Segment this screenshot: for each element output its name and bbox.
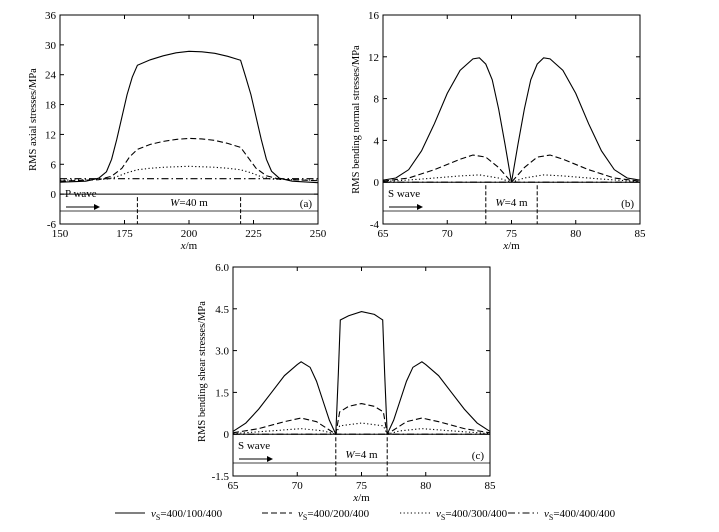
x-tick-label: 150 xyxy=(52,228,69,240)
x-tick-label: 225 xyxy=(245,228,262,240)
y-tick-label: 3.0 xyxy=(215,346,229,358)
width-label: W=4 m xyxy=(495,197,528,209)
y-tick-label: 1.5 xyxy=(215,387,229,399)
panel-label: (c) xyxy=(472,450,485,462)
legend-entry-label: vS=400/300/400 xyxy=(436,508,508,522)
legend-subscript: S xyxy=(549,513,553,522)
y-tick-label: 12 xyxy=(368,52,379,64)
legend-label-text: =400/100/400 xyxy=(160,508,222,520)
width-label-var: W xyxy=(495,197,505,209)
y-tick-label: 6 xyxy=(51,159,57,171)
plot-frame xyxy=(382,14,641,225)
x-axis-label: x/m xyxy=(502,240,520,252)
x-tick-label: 85 xyxy=(485,480,497,492)
legend-symbol: v xyxy=(298,508,303,520)
y-tick-label: 0 xyxy=(224,429,230,441)
y-axis-label: RMS bending normal stresses/MPa xyxy=(351,45,362,194)
y-tick-label: 18 xyxy=(45,100,57,112)
legend-symbol: v xyxy=(436,508,441,520)
series-line-solid xyxy=(59,50,319,184)
x-axis-label-unit: /m xyxy=(358,492,370,504)
panel-label: (a) xyxy=(300,198,313,210)
y-tick-label: 16 xyxy=(368,10,380,22)
plot-frame xyxy=(232,266,491,477)
x-axis-label: x/m xyxy=(180,240,198,252)
series-line-dotted xyxy=(382,174,641,183)
y-axis-label: RMS axial stresses/MPa xyxy=(28,68,39,171)
legend-subscript: S xyxy=(303,513,307,522)
panel-label: (b) xyxy=(621,198,634,210)
y-tick-label: 4 xyxy=(374,135,380,147)
x-tick-label: 75 xyxy=(506,228,518,240)
x-axis-label-unit: /m xyxy=(186,240,198,252)
y-tick-label: 6.0 xyxy=(215,262,229,274)
x-tick-label: 80 xyxy=(570,228,582,240)
arrow-head-icon xyxy=(94,204,100,210)
chart-panel-a: 150 175 200 225 250 -6 0 6 12 18 24 30 36 RMS axial s… xyxy=(28,10,327,252)
width-label-rest: =4 m xyxy=(505,197,528,209)
series-line-dashed xyxy=(232,402,491,436)
y-tick-label: 12 xyxy=(45,129,56,141)
series-line-solid xyxy=(232,311,491,435)
width-label-rest: =40 m xyxy=(179,197,208,209)
chart-panel-c: 65 70 75 80 85 -1.5 0 1.5 3.0 4.5 6.0 RMS bending s… xyxy=(197,262,496,504)
width-label-rest: =4 m xyxy=(355,449,378,461)
legend-entry-label: vS=400/200/400 xyxy=(298,508,370,522)
legend-entry-label: vS=400/100/400 xyxy=(151,508,223,522)
x-axis-label-var: x xyxy=(502,240,508,252)
x-tick-label: 200 xyxy=(181,228,198,240)
x-tick-label: 250 xyxy=(310,228,327,240)
x-axis-label-var: x xyxy=(352,492,358,504)
x-axis-label: x/m xyxy=(352,492,370,504)
legend-entry-label: vS=400/400/400 xyxy=(544,508,616,522)
y-tick-label: 8 xyxy=(374,94,380,106)
wave-label: P wave xyxy=(65,188,97,200)
series-line-dashed xyxy=(59,137,319,182)
chart-panel-b: 65 70 75 80 85 -4 0 4 8 12 16 RMS bending normal st… xyxy=(351,10,646,252)
x-axis-label-unit: /m xyxy=(508,240,520,252)
legend-label-text: =400/200/400 xyxy=(307,508,369,520)
wave-label: S wave xyxy=(388,188,420,200)
y-tick-label: -6 xyxy=(47,219,57,231)
y-tick-label: 24 xyxy=(45,70,57,82)
legend-symbol: v xyxy=(544,508,549,520)
width-label-var: W xyxy=(345,449,355,461)
legend-subscript: S xyxy=(156,513,160,522)
x-tick-label: 175 xyxy=(116,228,133,240)
y-axis-label: RMS bending shear stresses/MPa xyxy=(197,301,208,442)
series-line-solid xyxy=(382,57,641,183)
x-tick-label: 75 xyxy=(356,480,368,492)
plot-frame xyxy=(59,14,319,225)
y-tick-label: -1.5 xyxy=(212,471,230,483)
legend-symbol: v xyxy=(151,508,156,520)
width-label-var: W xyxy=(170,197,180,209)
y-tick-label: 0 xyxy=(374,177,380,189)
y-tick-label: 4.5 xyxy=(215,304,229,316)
y-tick-label: 30 xyxy=(45,40,57,52)
x-tick-label: 65 xyxy=(378,228,390,240)
x-axis-label-var: x xyxy=(180,240,186,252)
series-line-dotted xyxy=(59,165,319,181)
x-tick-label: 65 xyxy=(228,480,240,492)
width-label: W=4 m xyxy=(345,449,378,461)
wave-label: S wave xyxy=(238,440,270,452)
y-tick-label: -4 xyxy=(370,219,380,231)
x-tick-label: 80 xyxy=(420,480,432,492)
width-label: W=40 m xyxy=(170,197,208,209)
y-tick-label: 36 xyxy=(45,10,57,22)
legend-label-text: =400/400/400 xyxy=(553,508,615,520)
arrow-head-icon xyxy=(417,204,423,210)
legend-subscript: S xyxy=(441,513,445,522)
x-tick-label: 70 xyxy=(292,480,304,492)
legend: vS=400/100/400 vS=400/200/400 vS=400/300/4… xyxy=(115,508,616,522)
arrow-head-icon xyxy=(267,456,273,462)
y-tick-label: 0 xyxy=(51,189,57,201)
x-tick-label: 85 xyxy=(635,228,647,240)
x-tick-label: 70 xyxy=(442,228,454,240)
series-line-dashed xyxy=(382,154,641,184)
legend-label-text: =400/300/400 xyxy=(445,508,507,520)
